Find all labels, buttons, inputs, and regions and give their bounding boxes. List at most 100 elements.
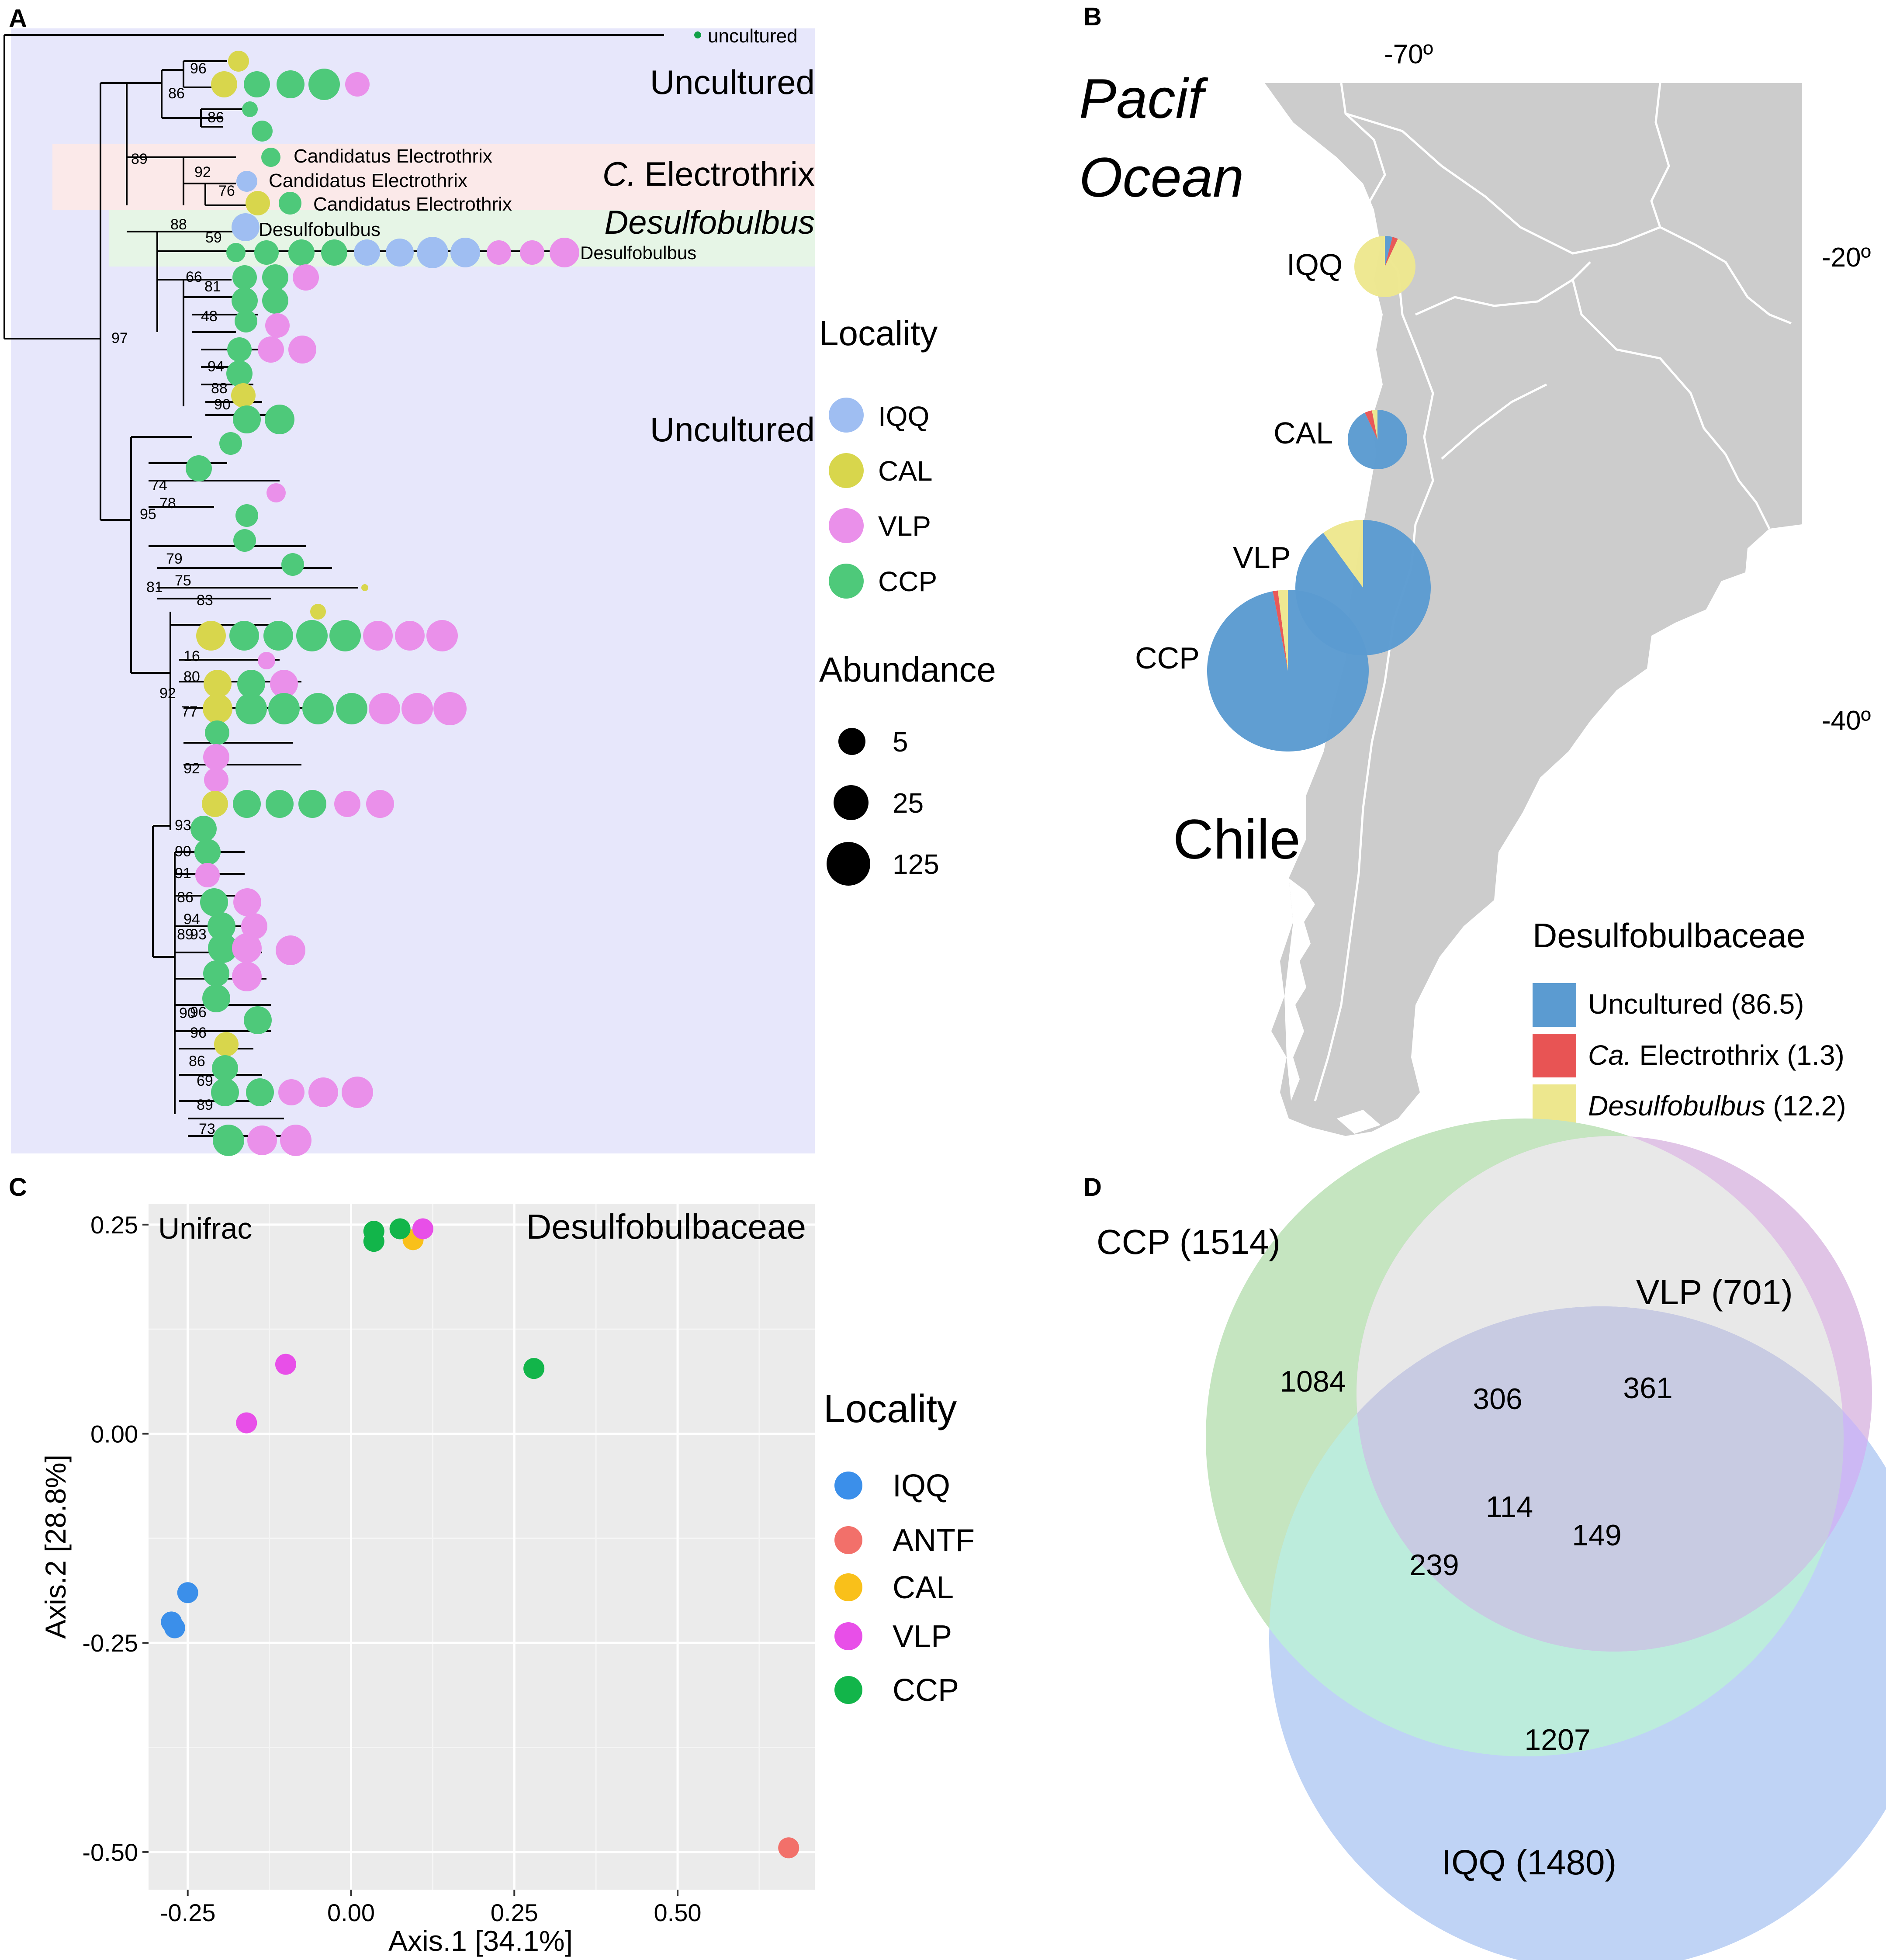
abundance-bubble-ccp [288, 239, 315, 266]
abundance-bubble-ccp [296, 620, 328, 651]
abundance-bubble-vlp [265, 313, 290, 338]
abundance-bubble-ccp [233, 529, 256, 552]
abundance-bubble-vlp [520, 240, 544, 265]
abundance-bubble-ccp [254, 240, 279, 265]
latitude-label-40: -40º [1822, 706, 1871, 736]
pcoa-legend-title: Locality [824, 1387, 957, 1431]
abundance-bubble-ccp [211, 1078, 239, 1106]
pcoa-title: Desulfobulbaceae [526, 1207, 806, 1246]
tip-label-electrothrix-1: Candidatus Electrothrix [294, 145, 492, 167]
abundance-bubble-iqq [417, 237, 448, 268]
abundance-bubble-vlp [241, 913, 267, 939]
legend-label-iqq: IQQ [878, 401, 929, 432]
locality-legend-title: Locality [819, 314, 938, 353]
locality-legend-cal: CAL [829, 453, 933, 488]
abundance-bubble-ccp [203, 960, 229, 987]
bootstrap-value: 89 [177, 926, 194, 943]
pcoa-plot-area [149, 1204, 815, 1890]
abundance-bubble-cal [228, 51, 249, 72]
bootstrap-value: 73 [199, 1121, 215, 1137]
panel-a: A 96868689927688599766814894889074789579… [3, 4, 996, 1156]
bootstrap-value: 86 [168, 85, 185, 102]
clade-label-uncultured-top: Uncultured [650, 63, 815, 101]
abundance-bubble-cal [231, 383, 256, 408]
abundance-bubble-ccp [242, 101, 258, 117]
abundance-bubble-cal [214, 1032, 239, 1056]
abundance-bubble-vlp [363, 621, 393, 651]
site-label-ccp: CCP [1135, 641, 1200, 675]
clade-label-uncultured-mid: Uncultured [650, 410, 815, 449]
bootstrap-value: 94 [183, 911, 200, 928]
map-legend-electrothrix-prefix: Ca. [1588, 1039, 1632, 1071]
abundance-bubble-vlp [487, 240, 511, 265]
pcoa-y-tick-label: -0.25 [82, 1629, 138, 1657]
abundance-legend-5: 5 [838, 726, 908, 758]
abundance-bubble-vlp [288, 336, 316, 364]
locality-legend-vlp: VLP [829, 508, 931, 543]
clade-label-electrothrix-prefix: C. [602, 155, 637, 193]
abundance-bubble-ccp [244, 1006, 272, 1034]
south-america-land [1265, 83, 1802, 1136]
abundance-swatch-5 [838, 728, 865, 755]
pcoa-legend-label-iqq: IQQ [893, 1468, 950, 1503]
locality-legend-iqq: IQQ [829, 398, 929, 433]
abundance-legend-title: Abundance [819, 650, 996, 689]
bootstrap-value: 59 [205, 229, 222, 246]
abundance-bubble-vlp [258, 336, 284, 363]
venn-region-all-clip [1357, 1306, 1844, 1652]
pcoa-point-iqq [177, 1582, 198, 1603]
bootstrap-value: 88 [211, 380, 228, 397]
abundance-bubbles [186, 51, 579, 1156]
panel-c: C -0.25 0.00 0.25 0.50 0.25 0.00 -0.25 -0.50 Un… [9, 1173, 975, 1957]
pcoa-points [161, 1218, 799, 1859]
venn-count-vlp-iqq: 149 [1572, 1519, 1621, 1552]
clade-label-electrothrix-rest: Electrothrix [644, 155, 815, 193]
abundance-swatch-25 [834, 785, 869, 820]
abundance-bubble-ccp [302, 693, 334, 724]
abundance-bubble-ccp [268, 693, 300, 724]
abundance-bubble-iqq [450, 238, 480, 267]
pcoa-ticks: -0.25 0.00 0.25 0.50 0.25 0.00 -0.25 -0.50 [82, 1211, 701, 1926]
tip-label-electrothrix-2: Candidatus Electrothrix [269, 170, 467, 191]
venn-count-iqq-only: 1207 [1524, 1723, 1590, 1756]
map-legend-title: Desulfobulbaceae [1533, 916, 1805, 955]
abundance-bubble-ccp [219, 432, 242, 455]
ocean-label-line2: Ocean [1079, 146, 1244, 209]
abundance-bubble-ccp [208, 912, 235, 940]
abundance-bubble-ccp [186, 455, 212, 481]
bootstrap-value: 88 [170, 216, 187, 233]
abundance-bubble-ccp [262, 287, 288, 314]
abundance-bubble-vlp [401, 693, 433, 724]
abundance-bubble-ccp [235, 310, 257, 332]
clade-label-electrothrix: C. Electrothrix [602, 155, 815, 193]
pcoa-legend-swatch-vlp [834, 1622, 862, 1650]
abundance-bubble-ccp [205, 720, 229, 745]
abundance-bubble-cal [202, 791, 228, 817]
electrothrix-clade-background [52, 144, 815, 210]
pcoa-legend-swatch-ccp [834, 1676, 862, 1704]
site-label-cal: CAL [1273, 416, 1333, 450]
venn-count-vlp-only: 361 [1623, 1371, 1672, 1405]
abundance-bubble-vlp [258, 652, 275, 669]
uruguay-border [1724, 454, 1771, 530]
pcoa-x-tick-label: 0.50 [654, 1899, 702, 1926]
venn-label-vlp: VLP (701) [1636, 1273, 1793, 1312]
pcoa-legend-label-ccp: CCP [893, 1673, 959, 1708]
abundance-bubble-ccp [263, 621, 293, 651]
pcoa-legend: IQQ ANTF CAL VLP CCP [834, 1468, 975, 1708]
abundance-bubble-ccp [308, 69, 340, 100]
venn-label-ccp: CCP (1514) [1097, 1222, 1280, 1261]
pcoa-point-antf [778, 1837, 799, 1859]
pcoa-legend-swatch-antf [834, 1526, 862, 1554]
abundance-bubble-cal [211, 71, 237, 97]
bootstrap-value: 48 [201, 308, 218, 325]
bootstrap-value: 69 [197, 1073, 213, 1089]
abundance-bubble-cal [361, 584, 368, 591]
abundance-bubble-ccp [237, 670, 265, 698]
abundance-bubble-ccp [229, 621, 259, 651]
abundance-bubble-ccp [265, 405, 294, 434]
abundance-bubble-ccp [235, 504, 258, 527]
bootstrap-value: 90 [179, 1005, 196, 1022]
pcoa-subtitle: Unifrac [158, 1212, 252, 1245]
